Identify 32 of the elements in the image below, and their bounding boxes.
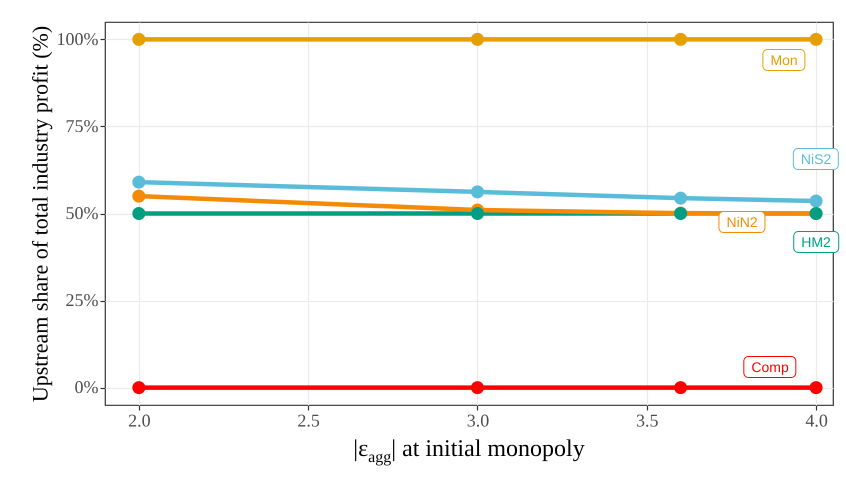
y-tick-label: 100% (56, 28, 98, 49)
point (132, 206, 146, 220)
series-label: HM2 (793, 230, 839, 252)
text: NiS2 (792, 148, 840, 170)
point (674, 32, 688, 46)
x-tick-label: 3.5 (636, 410, 659, 430)
point (810, 381, 823, 394)
point (132, 176, 146, 189)
point (470, 32, 484, 46)
x-tick-label: 4.0 (805, 410, 828, 430)
point (470, 381, 484, 394)
series-label: Mon (762, 49, 806, 72)
x-tick-label: 2.5 (297, 410, 320, 430)
x-axis-title: |ε$_{agg}$| at initial monopoly (352, 436, 586, 467)
point (470, 206, 484, 220)
y-axis-title: Upstream share of total industry profit (%) (28, 26, 53, 402)
point (810, 32, 823, 46)
point (674, 192, 688, 205)
series-label: Comp (743, 356, 797, 378)
point (132, 381, 146, 394)
point (810, 194, 823, 208)
x-tick-label: 2.0 (128, 410, 151, 430)
x-tick-label: 3.0 (466, 410, 490, 430)
y-tick-label: 50% (66, 203, 98, 223)
point (132, 190, 146, 203)
point (470, 185, 484, 198)
series-label: NiN2 (718, 210, 766, 232)
y-tick-label: 0% (74, 377, 98, 398)
point (674, 381, 688, 394)
y-tick-label: 25% (66, 290, 98, 310)
y-tick-label: 75% (66, 116, 98, 136)
point (132, 32, 146, 46)
